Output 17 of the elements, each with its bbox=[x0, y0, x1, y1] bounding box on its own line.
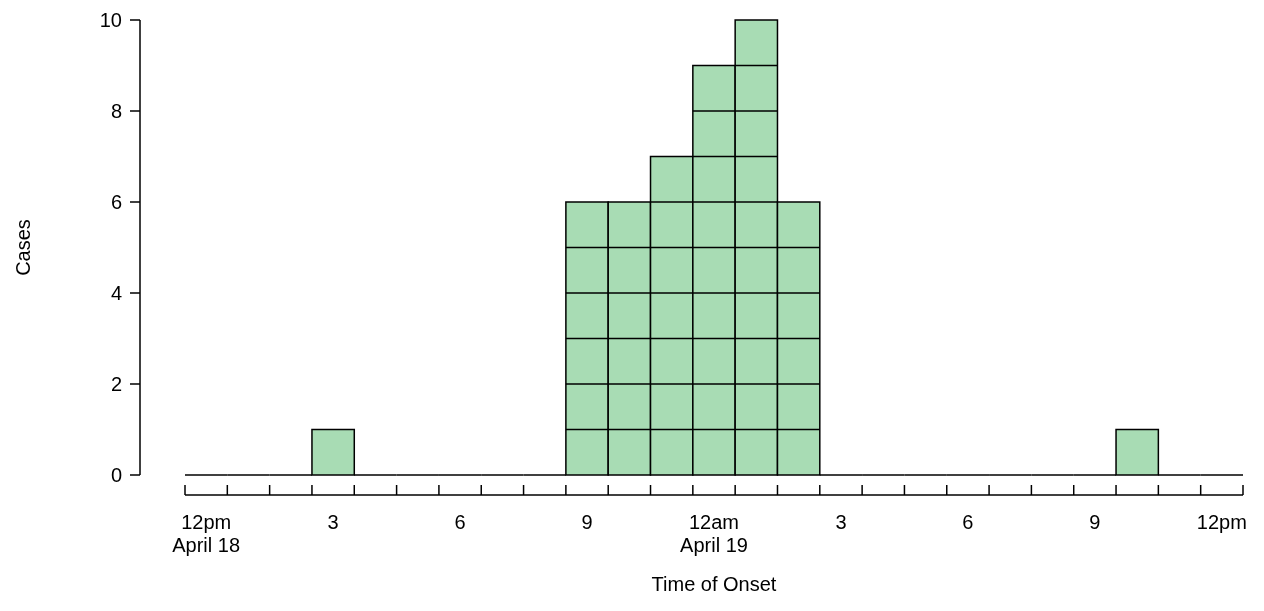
x-tick-label: 12pm bbox=[1196, 511, 1247, 533]
y-tick-label: 10 bbox=[99, 9, 122, 31]
x-tick-label: 3 bbox=[327, 511, 339, 533]
x-tick-label: 12pm April 18 bbox=[172, 511, 241, 556]
y-tick-label: 6 bbox=[110, 191, 122, 213]
x-tick-label: 6 bbox=[454, 511, 466, 533]
y-tick-label: 2 bbox=[110, 373, 122, 395]
x-tick-label: 12am April 19 bbox=[680, 511, 748, 556]
y-tick-label: 0 bbox=[110, 464, 122, 486]
x-tick-label: 3 bbox=[835, 511, 847, 533]
x-axis-title: Time of Onset bbox=[651, 573, 777, 595]
y-axis-title: Cases bbox=[12, 219, 34, 276]
x-tick-label: 6 bbox=[962, 511, 974, 533]
x-tick-label: 9 bbox=[1089, 511, 1101, 533]
y-tick-label: 8 bbox=[110, 100, 122, 122]
x-tick-label: 9 bbox=[581, 511, 593, 533]
y-tick-label: 4 bbox=[110, 282, 122, 304]
